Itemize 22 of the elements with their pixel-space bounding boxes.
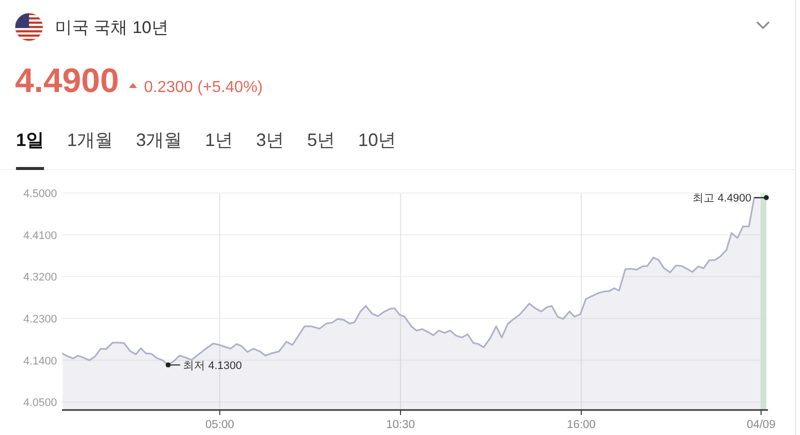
x-tick-label: 04/09	[746, 419, 776, 431]
x-tick-label: 10:30	[386, 419, 415, 431]
text: 10년	[358, 130, 396, 150]
chart-subtitle: 4.4900	[15, 62, 119, 100]
annotation: 최고 4.4900	[692, 192, 752, 205]
y-tick-label: 4.5000	[23, 188, 57, 200]
y-tick-label: 4.4100	[23, 230, 57, 242]
y-tick-label: 4.1400	[23, 355, 57, 368]
y-tick-label: 4.3200	[23, 272, 57, 284]
annotation: 최저 4.1300	[183, 360, 242, 372]
y-tick-label: 4.0500	[23, 397, 57, 410]
x-tick-label: 16:00	[566, 419, 596, 431]
text: 1개월	[67, 130, 114, 150]
text: 1일	[16, 130, 44, 150]
text: 1년	[205, 130, 234, 150]
text: 3년	[256, 130, 284, 150]
chart-title: 미국 국채 10년	[55, 18, 168, 37]
text: 5년	[307, 130, 336, 150]
y-tick-label: 4.2300	[23, 313, 57, 326]
x-tick-label: 05:00	[205, 419, 234, 431]
text: 3개월	[136, 130, 182, 150]
text: 0.2300 (+5.40%)	[144, 79, 263, 96]
